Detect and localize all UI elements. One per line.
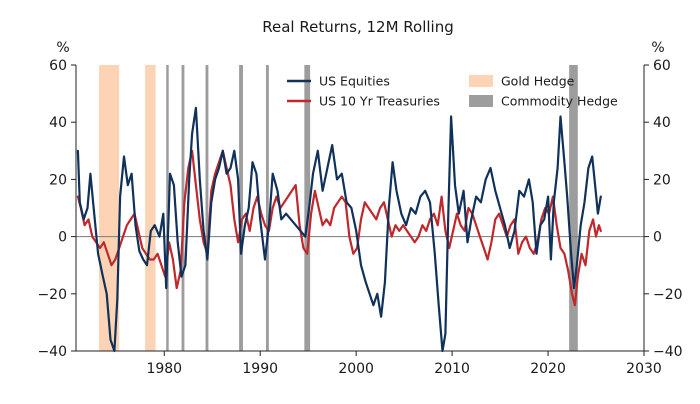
y-tick-label-right: 20 <box>653 172 671 188</box>
x-tick-label: 1980 <box>146 361 182 377</box>
x-tick-label: 2030 <box>626 361 662 377</box>
commodity-hedge-region-5 <box>265 65 269 351</box>
y-tick-label-right: −40 <box>653 344 683 360</box>
legend: US Equities US 10 Yr Treasuries Gold Hedge… <box>287 74 618 109</box>
y-tick-label-right: 40 <box>653 115 671 131</box>
x-tick-label: 1990 <box>242 361 278 377</box>
y-tick-label-left: 20 <box>49 172 67 188</box>
commodity-hedge-region-4 <box>239 65 243 351</box>
y-tick-label-right: −20 <box>653 287 683 303</box>
chart-title: Real Returns, 12M Rolling <box>262 18 453 36</box>
commodity-hedge-region-3 <box>205 65 209 351</box>
y-tick-label-right: 0 <box>653 230 662 246</box>
y-tick-label-left: 40 <box>49 115 67 131</box>
y-tick-label-left: −40 <box>37 344 67 360</box>
y-tick-label-left: 60 <box>49 58 67 74</box>
commodity-hedge-region-2 <box>181 65 185 351</box>
commodity-hedge-legend-swatch <box>469 95 493 107</box>
series-layer <box>76 106 602 353</box>
us-equities-line <box>76 106 602 353</box>
y-axis-label-left: % <box>56 40 69 56</box>
gold-hedge-region-2 <box>145 65 156 351</box>
commodity-hedge-region-1 <box>166 65 169 351</box>
commodity-hedge-region-6 <box>304 65 311 351</box>
commodity-hedge-region-7 <box>569 65 578 351</box>
y-tick-label-right: 60 <box>653 58 671 74</box>
us-10yr-treasuries-legend-label: US 10 Yr Treasuries <box>319 94 440 109</box>
commodity-hedge-legend-label: Commodity Hedge <box>501 94 618 109</box>
x-tick-label: 2020 <box>530 361 566 377</box>
y-axis-label-right: % <box>651 40 664 56</box>
x-tick-label: 2010 <box>434 361 470 377</box>
y-tick-label-left: 0 <box>58 230 67 246</box>
us-equities-legend-label: US Equities <box>319 74 390 89</box>
gold-hedge-legend-label: Gold Hedge <box>501 74 575 89</box>
x-tick-label: 2000 <box>338 361 374 377</box>
y-tick-label-left: −20 <box>37 287 67 303</box>
gold-hedge-legend-swatch <box>469 75 493 87</box>
